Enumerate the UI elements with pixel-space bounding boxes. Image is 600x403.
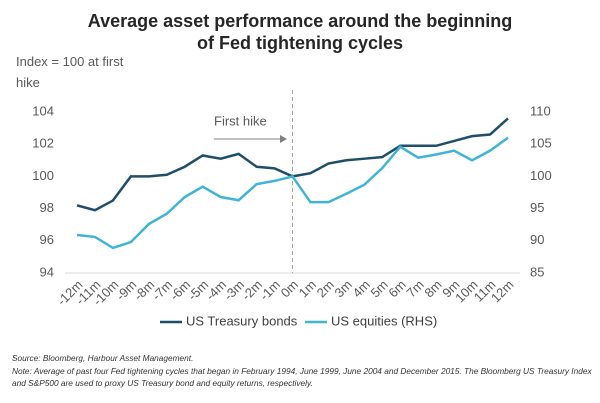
annotation-arrowhead xyxy=(280,135,287,143)
y2-tick-label: 95 xyxy=(530,200,544,215)
y-tick-label: 104 xyxy=(32,103,54,118)
y2-tick-label: 100 xyxy=(530,168,552,183)
note: Note: Average of past four Fed tightenin… xyxy=(12,365,592,389)
footer: Source: Bloomberg, Harbour Asset Managem… xyxy=(12,352,592,390)
y2-tick-label: 105 xyxy=(530,136,552,151)
annotation: First hike xyxy=(214,113,267,128)
source: Source: Bloomberg, Harbour Asset Managem… xyxy=(12,353,194,363)
y-tick-label: 94 xyxy=(40,264,54,279)
y-tick-label: 100 xyxy=(32,168,54,183)
x-tick-label: 12m xyxy=(488,277,516,305)
series-line xyxy=(76,136,509,250)
y-tick-label: 96 xyxy=(40,232,54,247)
y2-tick-label: 85 xyxy=(530,264,544,279)
y-axis-label: Index = 100 at first hike xyxy=(16,54,124,90)
y-tick-label: 98 xyxy=(40,200,54,215)
y2-tick-label: 90 xyxy=(530,232,544,247)
y2-tick-label: 110 xyxy=(530,103,551,118)
chart: 94 96 98 100 102 104 85 90 95 100 105 110 First hike… xyxy=(32,90,552,328)
y-tick-label: 102 xyxy=(32,136,54,151)
chart-title: Average asset performance around the beg… xyxy=(87,11,513,53)
legend-label: US Treasury bonds xyxy=(186,313,298,328)
legend-label: US equities (RHS) xyxy=(331,313,437,328)
